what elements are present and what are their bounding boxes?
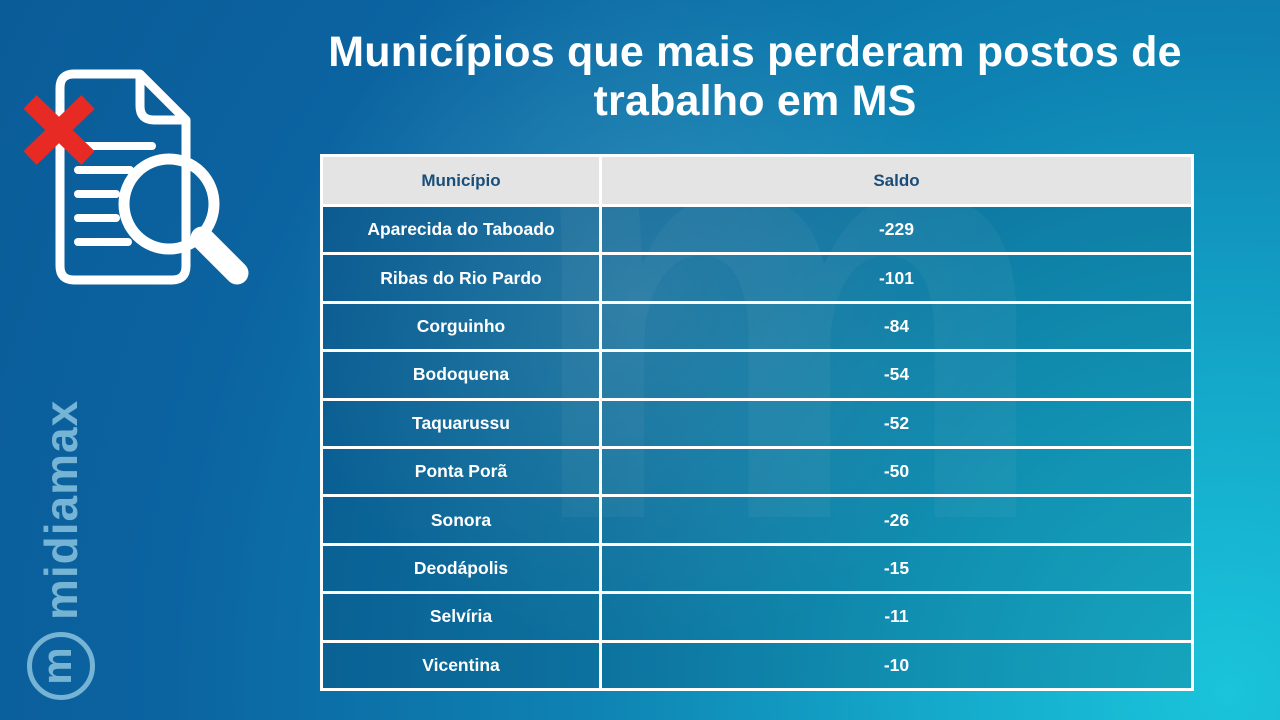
saldo-cell: -26 bbox=[599, 494, 1194, 546]
brand-watermark: m midiamax bbox=[20, 382, 106, 708]
saldo-cell: -52 bbox=[599, 397, 1194, 449]
saldo-cell: -15 bbox=[599, 542, 1194, 595]
saldo-cell: -11 bbox=[599, 591, 1194, 643]
page-title: Municípios que mais perderam postos de t… bbox=[328, 28, 1182, 126]
municipality-cell: Corguinho bbox=[320, 300, 602, 353]
saldo-cell: -229 bbox=[599, 203, 1194, 256]
table-row: Sonora -26 bbox=[320, 494, 1194, 546]
document-icon bbox=[55, 69, 191, 285]
table-row: Deodápolis -15 bbox=[320, 542, 1194, 595]
column-header-municipio: Município bbox=[320, 154, 602, 207]
table-row: Ribas do Rio Pardo -101 bbox=[320, 252, 1194, 304]
magnifier-icon bbox=[118, 153, 249, 285]
saldo-cell: -84 bbox=[599, 300, 1194, 353]
column-header-saldo: Saldo bbox=[599, 154, 1194, 207]
table-row: Corguinho -84 bbox=[320, 300, 1194, 353]
document-text-lines-icon bbox=[74, 142, 156, 246]
brand-name: midiamax bbox=[35, 399, 87, 620]
municipality-cell: Selvíria bbox=[320, 591, 602, 643]
municipality-cell: Sonora bbox=[320, 494, 602, 546]
circled-m-icon: m bbox=[27, 632, 95, 700]
table-row: Taquarussu -52 bbox=[320, 397, 1194, 449]
saldo-cell: -10 bbox=[599, 639, 1194, 692]
municipality-cell: Taquarussu bbox=[320, 397, 602, 449]
table-row: Bodoquena -54 bbox=[320, 349, 1194, 401]
table-row: Ponta Porã -50 bbox=[320, 445, 1194, 498]
saldo-cell: -50 bbox=[599, 445, 1194, 498]
saldo-cell: -101 bbox=[599, 252, 1194, 304]
municipality-cell: Bodoquena bbox=[320, 349, 602, 401]
table-row: Vicentina -10 bbox=[320, 639, 1194, 692]
document-search-with-red-x-icon bbox=[23, 69, 249, 285]
municipality-cell: Deodápolis bbox=[320, 542, 602, 595]
municipality-cell: Vicentina bbox=[320, 639, 602, 692]
table-header-row: Município Saldo bbox=[320, 154, 1194, 207]
table-row: Selvíria -11 bbox=[320, 591, 1194, 643]
red-x-icon bbox=[23, 95, 95, 165]
saldo-cell: -54 bbox=[599, 349, 1194, 401]
municipality-cell: Ponta Porã bbox=[320, 445, 602, 498]
document-search-badge bbox=[23, 56, 268, 306]
brand-logo-letter: m bbox=[33, 647, 80, 685]
municipality-cell: Ribas do Rio Pardo bbox=[320, 252, 602, 304]
data-table: Município Saldo Aparecida do Taboado -22… bbox=[320, 154, 1194, 692]
municipality-cell: Aparecida do Taboado bbox=[320, 203, 602, 256]
table-row: Aparecida do Taboado -229 bbox=[320, 203, 1194, 256]
